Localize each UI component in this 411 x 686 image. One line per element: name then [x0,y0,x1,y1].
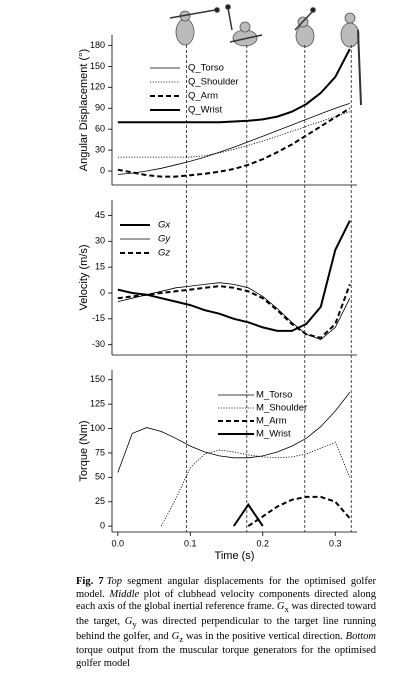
y-axis-label: Velocity (m/s) [78,244,90,310]
caption-text: was in the positive vertical direction. [183,630,346,642]
data-line [117,284,351,339]
caption-text: z [179,633,184,644]
legend-label: M_Arm [256,416,287,427]
data-line [117,282,351,340]
legend-label: M_Torso [256,390,292,401]
x-tick-label: 0.1 [184,538,197,548]
y-tick-label: -15 [92,313,105,323]
data-line [117,107,351,178]
data-line [117,220,351,332]
legend-label: M_Shoulder [256,403,307,414]
caption-text: G [276,601,285,613]
y-tick-label: 125 [90,399,105,409]
y-tick-label: 25 [95,496,105,506]
y-axis-label: Angular Displacement (°) [78,49,90,171]
y-axis-label: Torque (Nm) [78,420,90,481]
y-tick-label: 90 [95,103,105,113]
y-tick-label: 0 [100,165,105,175]
legend-label: Gx [158,220,171,231]
caption-text: segment angular displacements for the op… [76,576,376,600]
y-tick-label: 30 [95,236,105,246]
caption-text: plot of clubhead velocity components dir… [76,588,377,613]
caption-text: Bottom [345,630,377,642]
y-tick-label: 120 [90,82,105,92]
y-tick-label: 150 [90,374,105,384]
caption-text: Middle [109,588,140,600]
caption-text: G [124,615,133,627]
y-tick-label: 60 [95,124,105,134]
y-tick-label: 15 [95,262,105,272]
legend-label: Q_Arm [188,91,218,102]
x-tick-label: 0.0 [112,538,125,548]
caption-text: x [284,604,289,615]
legend-label: Gy [158,234,171,245]
y-tick-label: 45 [95,210,105,220]
x-tick-label: 0.2 [257,538,270,548]
caption-label: Fig. 7 [76,576,104,587]
caption-text: was directed perpendicular to the target… [76,615,376,642]
caption-text: G [171,630,180,642]
y-tick-label: 100 [90,423,105,433]
legend-label: Q_Torso [188,63,224,74]
x-tick-label: 0.3 [329,538,342,548]
y-tick-label: 50 [95,472,105,482]
legend-label: Q_Shoulder [188,77,239,88]
data-line [117,103,350,175]
data-line [117,392,351,473]
data-line [232,502,264,527]
y-tick-label: 30 [95,144,105,154]
legend-label: Q_Wrist [188,105,222,116]
y-tick-label: 180 [90,40,105,50]
caption-text: Top [106,576,123,587]
golfer-illustrations [169,4,362,106]
data-line [117,111,350,158]
data-line [160,441,351,527]
y-tick-label: 150 [90,61,105,71]
y-tick-label: -30 [92,339,105,349]
figure-caption: Fig. 7 Top segment angular displacements … [76,576,376,670]
y-tick-label: 75 [95,447,105,457]
data-line [117,48,351,124]
legend-label: Gz [158,248,170,259]
y-tick-label: 0 [100,287,105,297]
caption-text: torque output from the muscular torque g… [76,645,376,669]
caption-text: y [132,618,137,629]
legend-label: M_Wrist [256,429,291,440]
caption-text: was directed toward the target, [76,601,377,627]
x-axis-label: Time (s) [215,550,255,562]
y-tick-label: 0 [100,521,105,531]
data-line [247,495,351,527]
